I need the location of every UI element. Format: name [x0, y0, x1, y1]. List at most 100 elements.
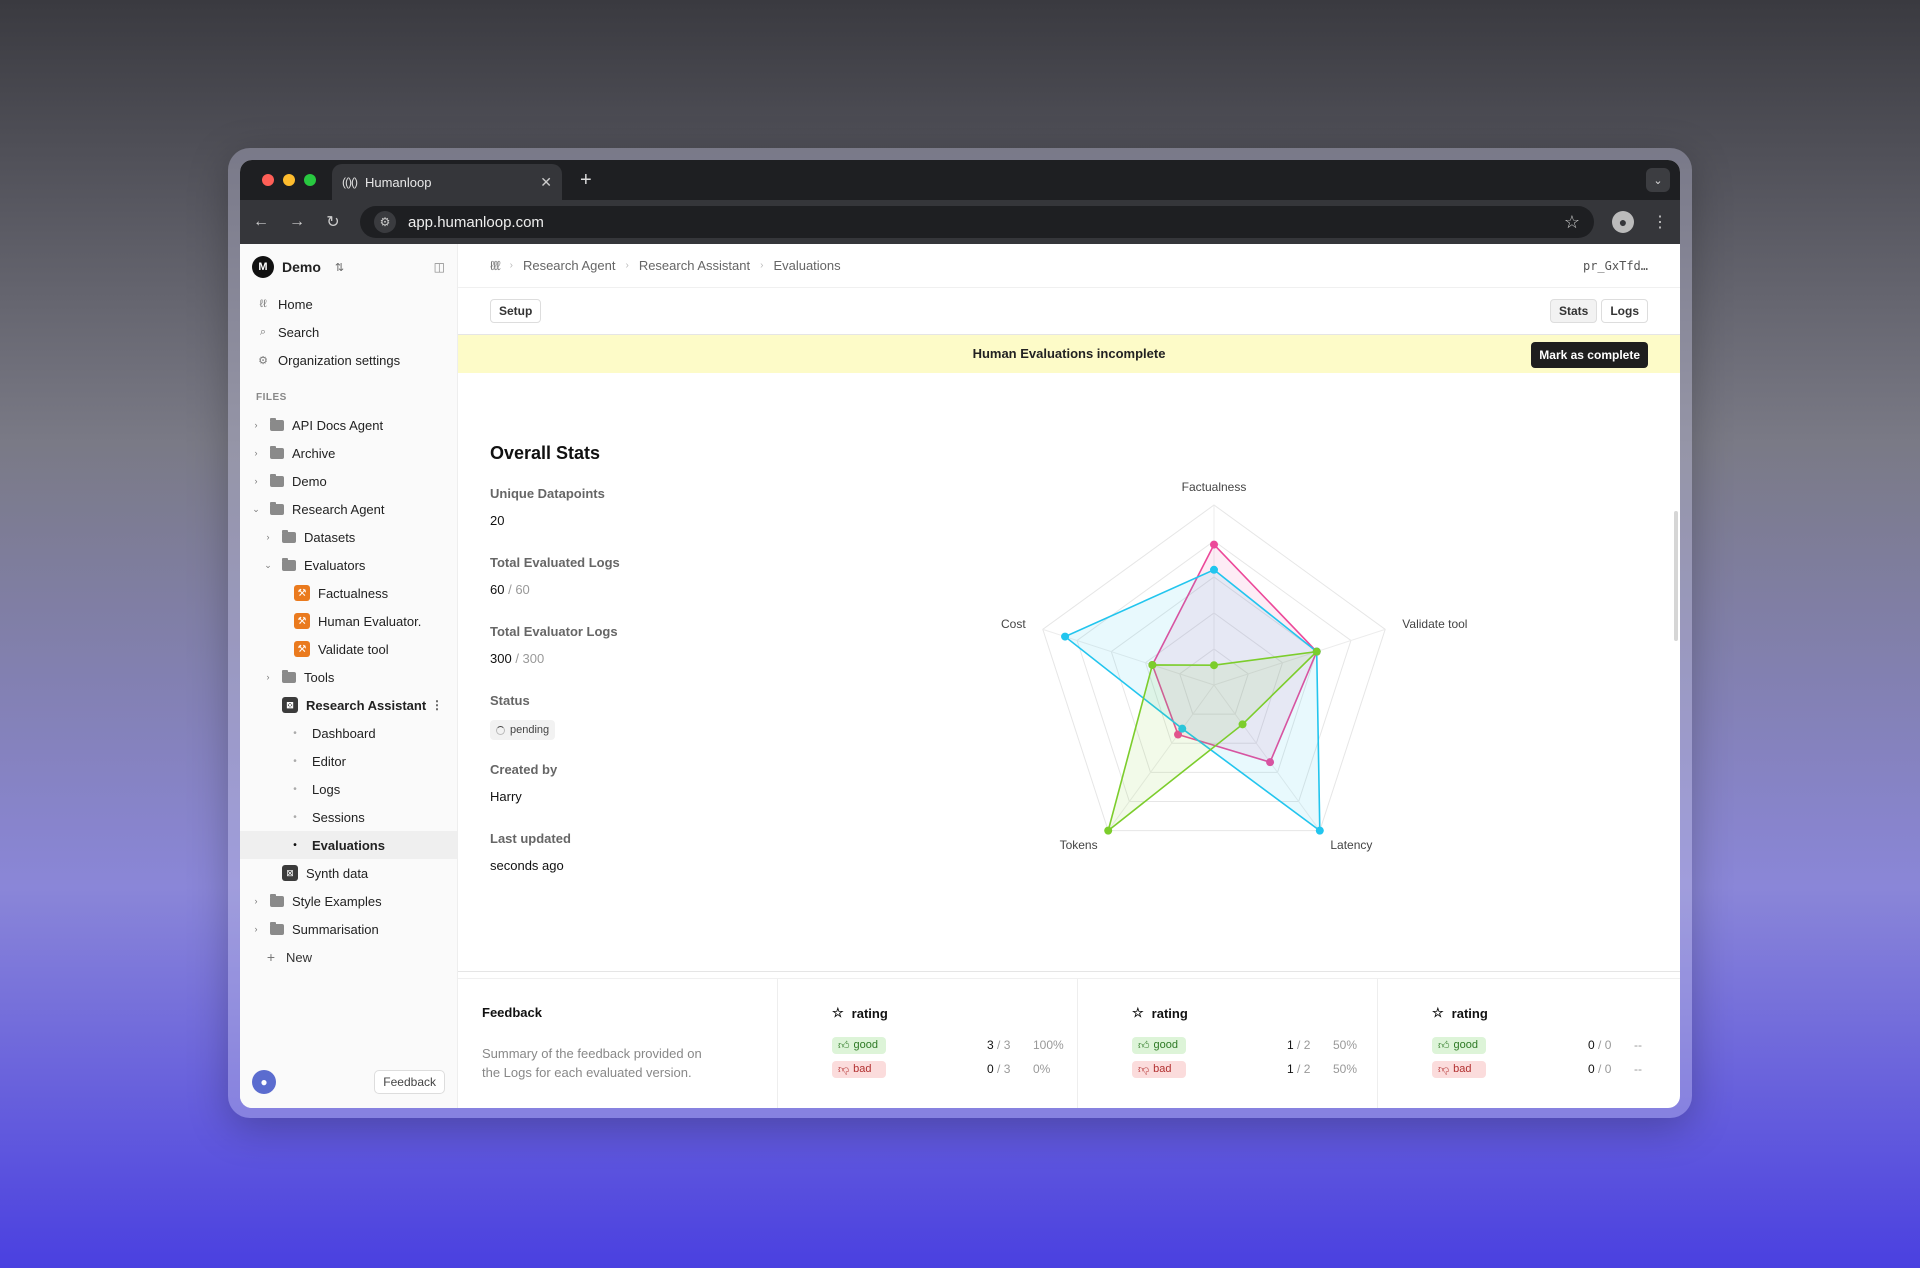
feedback-label: rating	[1451, 1005, 1488, 1021]
nav-search[interactable]: ⌕ Search	[240, 318, 457, 346]
tree-label: Archive	[292, 445, 336, 461]
tree-item-research-assistant[interactable]: ⊠ Research Assistant ⋮	[240, 691, 457, 719]
evaluator-count: 300	[490, 651, 512, 667]
tree-item-dashboard[interactable]: • Dashboard	[240, 719, 457, 747]
tree-item-sessions[interactable]: • Sessions	[240, 803, 457, 831]
bad-value: 1	[1287, 1062, 1294, 1076]
status-label: Status	[490, 693, 530, 709]
nav-label: Home	[278, 296, 313, 312]
reload-icon[interactable]: ↻	[326, 214, 340, 231]
tree-label: Tools	[304, 669, 335, 685]
tree-item-factualness[interactable]: ⚒ Factualness	[240, 579, 457, 607]
star-icon: ☆	[832, 1005, 844, 1020]
tree-label: Research Agent	[292, 501, 385, 517]
tree-item-validate-tool[interactable]: ⚒ Validate tool	[240, 635, 457, 663]
feedback-description: Summary of the feedback provided on the …	[482, 1046, 702, 1080]
radar-data-point	[1210, 565, 1218, 574]
workspace-switcher[interactable]: M Demo ⇅ ◫	[240, 244, 457, 290]
scrollbar[interactable]	[1674, 511, 1678, 642]
setup-button[interactable]: Setup	[490, 298, 542, 323]
humanloop-icon[interactable]: ℓℓℓ	[490, 258, 501, 274]
bad-percent: 0%	[1033, 1062, 1051, 1076]
browser-tab[interactable]: (()() Humanloop ✕	[332, 164, 562, 200]
profile-icon[interactable]: ●	[1612, 211, 1634, 233]
chevron-up-down-icon[interactable]: ⇅	[334, 261, 345, 274]
humanloop-icon: ℓℓ	[259, 298, 267, 310]
radar-data-point	[1174, 730, 1183, 739]
address-bar: ← → ↻ ⚙ app.humanloop.com ☆ ● ⋮	[240, 200, 1680, 244]
tree-item-editor[interactable]: • Editor	[240, 747, 457, 775]
chevron-right-icon[interactable]: ›	[266, 672, 270, 682]
tree-item-datasets[interactable]: › Datasets	[240, 523, 457, 551]
incomplete-banner: Human Evaluations incomplete Mark as com…	[458, 334, 1680, 374]
nav-home[interactable]: ℓℓ Home	[240, 290, 457, 318]
feedback-bad-row: 👎︎ bad 0 / 0 --	[1432, 1057, 1678, 1081]
plus-icon: +	[266, 949, 276, 965]
new-tab-icon[interactable]: +	[580, 169, 592, 191]
tree-item-evaluators[interactable]: ⌄ Evaluators	[240, 551, 457, 579]
chevron-right-icon[interactable]: ›	[254, 448, 258, 458]
tree-item-tools[interactable]: › Tools	[240, 663, 457, 691]
feedback-button[interactable]: Feedback	[374, 1070, 445, 1094]
back-icon[interactable]: ←	[253, 213, 269, 230]
maximize-window-button[interactable]	[304, 174, 316, 186]
tab-title: Humanloop	[364, 174, 432, 190]
stats-title: Overall Stats	[490, 443, 601, 464]
tree-item-synth-data[interactable]: ⊠ Synth data	[240, 859, 457, 887]
mark-as-complete-button[interactable]: Mark as complete	[1531, 341, 1648, 368]
kebab-menu-icon[interactable]: ⋮	[431, 698, 443, 712]
evaluation-id[interactable]: pr_GxTfd…	[1582, 258, 1648, 273]
bad-total: / 0	[1598, 1062, 1612, 1076]
forward-icon[interactable]: →	[289, 213, 305, 230]
bad-count: 0 / 3	[987, 1062, 1027, 1076]
chevron-down-icon[interactable]: ⌄	[264, 559, 272, 570]
chevron-right-icon[interactable]: ›	[254, 896, 258, 906]
good-label: good	[853, 1039, 878, 1051]
tree-label: Research Assistant	[306, 697, 427, 713]
good-label: good	[1153, 1039, 1178, 1051]
bookmark-star-icon[interactable]: ☆	[1563, 211, 1580, 232]
workspace-name: Demo	[282, 259, 321, 275]
site-info-icon[interactable]: ⚙	[374, 211, 396, 233]
feedback-good-row: 👍︎ good 3 / 3 100%	[832, 1033, 1077, 1057]
tree-item-research-agent[interactable]: ⌄ Research Agent	[240, 495, 457, 523]
feedback-header: ☆ rating	[832, 1005, 1077, 1021]
chevron-right-icon[interactable]: ›	[254, 420, 258, 430]
chevron-down-icon[interactable]: ⌄	[252, 503, 260, 514]
radar-spoke	[1213, 628, 1386, 686]
radar-data-point	[1315, 826, 1324, 835]
tree-item-demo[interactable]: › Demo	[240, 467, 457, 495]
tree-label: Human Evaluator.	[318, 613, 422, 629]
stats-tab[interactable]: Stats	[1549, 298, 1598, 323]
chevron-right-icon[interactable]: ›	[254, 924, 258, 934]
new-file-button[interactable]: + New	[240, 943, 457, 971]
tree-item-summarisation[interactable]: › Summarisation	[240, 915, 457, 943]
close-window-button[interactable]	[262, 174, 274, 186]
more-menu-icon[interactable]: ⋮	[1652, 214, 1668, 231]
chevron-down-icon[interactable]: ⌄	[1646, 168, 1670, 192]
chevron-right-icon[interactable]: ›	[254, 476, 258, 486]
close-icon[interactable]: ✕	[540, 173, 552, 190]
good-total: / 0	[1598, 1038, 1612, 1052]
breadcrumb-item[interactable]: Evaluations	[773, 258, 841, 274]
avatar[interactable]: ●	[252, 1070, 276, 1094]
nav-organization-settings[interactable]: ⚙ Organization settings	[240, 346, 457, 374]
chevron-right-icon[interactable]: ›	[266, 532, 270, 542]
sidebar-toggle-icon[interactable]: ◫	[433, 260, 445, 274]
logs-tab[interactable]: Logs	[1601, 298, 1648, 323]
tree-item-archive[interactable]: › Archive	[240, 439, 457, 467]
star-icon: ☆	[1132, 1005, 1144, 1020]
folder-icon	[270, 473, 284, 487]
tree-item-api-docs-agent[interactable]: › API Docs Agent	[240, 411, 457, 439]
workspace-logo-icon: M	[252, 256, 274, 278]
tree-item-style-examples[interactable]: › Style Examples	[240, 887, 457, 915]
tree-item-logs[interactable]: • Logs	[240, 775, 457, 803]
tree-item-evaluations[interactable]: • Evaluations	[240, 831, 457, 859]
tree-item-human-evaluator[interactable]: ⚒ Human Evaluator.	[240, 607, 457, 635]
url-input[interactable]: ⚙ app.humanloop.com ☆	[360, 206, 1594, 238]
bad-value: 0	[987, 1062, 994, 1076]
breadcrumb-item[interactable]: Research Assistant	[638, 258, 751, 274]
browser-window: (()() Humanloop ✕ + ⌄ ← → ↻ ⚙ app.humanl…	[240, 160, 1680, 1108]
breadcrumb-item[interactable]: Research Agent	[522, 258, 616, 274]
minimize-window-button[interactable]	[283, 174, 295, 186]
